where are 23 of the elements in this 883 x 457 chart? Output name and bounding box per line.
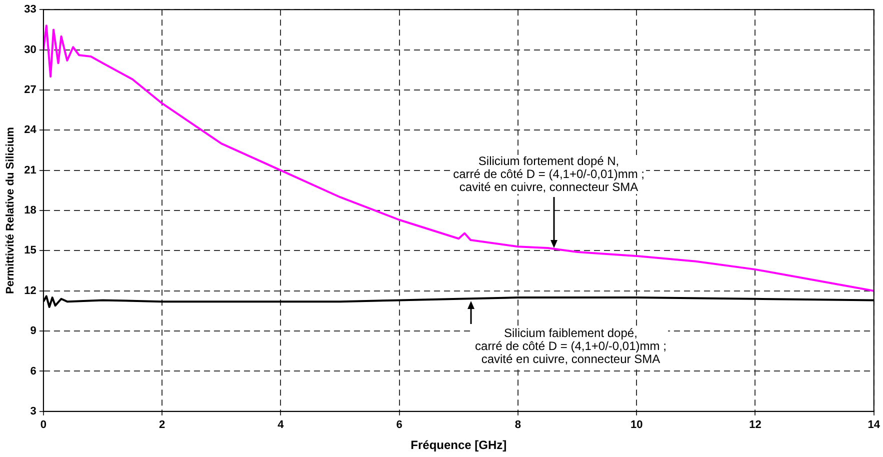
y-tick-label: 15 bbox=[24, 244, 36, 257]
y-tick-label: 30 bbox=[24, 44, 36, 56]
y-tick-label: 21 bbox=[24, 164, 36, 176]
x-tick-label: 12 bbox=[749, 419, 762, 432]
y-tick-label: 33 bbox=[24, 4, 36, 16]
x-tick-label: 14 bbox=[868, 419, 881, 432]
x-tick-label: 8 bbox=[514, 419, 522, 432]
x-tick-label: 2 bbox=[159, 419, 166, 432]
annotation: Silicium faiblement dopé, carré de côté D = (4,1+0/-0,01)mm ; cavité en cuivre, connecteur SMA bbox=[473, 326, 668, 366]
y-tick-label: 18 bbox=[24, 204, 36, 217]
x-tick-label: 10 bbox=[630, 419, 643, 432]
y-tick-label: 27 bbox=[24, 84, 36, 96]
y-tick-label: 24 bbox=[24, 124, 38, 136]
y-tick-label: 6 bbox=[30, 365, 36, 378]
y-axis-title: Permittivité Relative du Silicium bbox=[4, 126, 17, 294]
x-tick-label: 6 bbox=[396, 419, 402, 432]
y-tick-label: 3 bbox=[30, 405, 36, 418]
x-tick-label: 4 bbox=[278, 419, 285, 432]
y-tick-label: 12 bbox=[24, 284, 36, 297]
x-axis-title: Fréquence [GHz] bbox=[410, 438, 507, 452]
x-tick-label: 0 bbox=[40, 419, 46, 432]
annotation: Silicium fortement dopé N, carré de côté D = (4,1+0/-0,01)mm ; cavité en cuivre, connecteur SMA bbox=[451, 154, 646, 194]
y-tick-label: 9 bbox=[30, 325, 36, 338]
